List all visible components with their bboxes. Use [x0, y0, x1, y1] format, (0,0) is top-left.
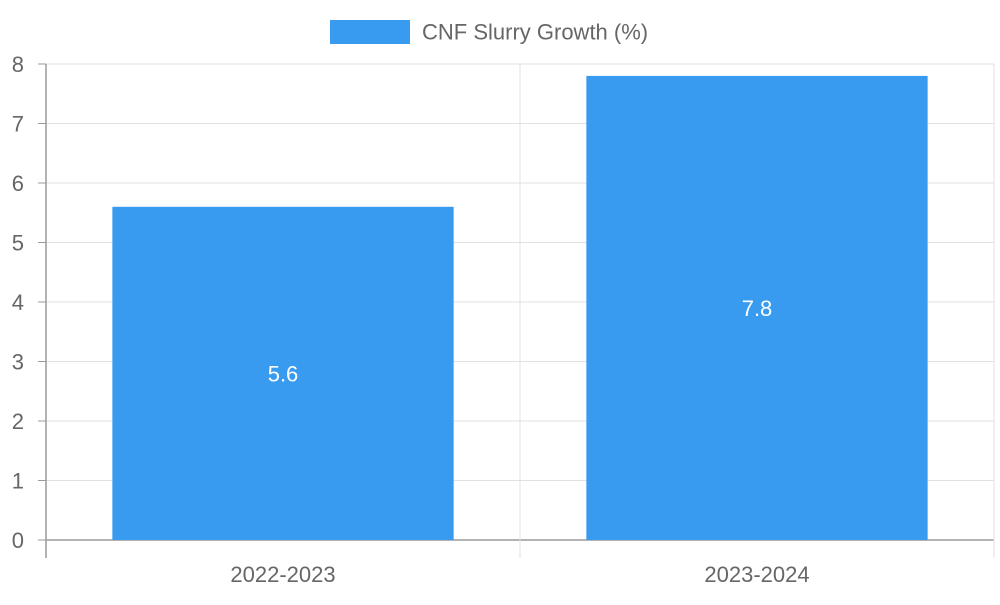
x-tick-label: 2022-2023 [230, 562, 335, 587]
bar-value-label: 7.8 [742, 296, 773, 321]
bar-2022-2023[interactable] [112, 206, 454, 541]
bar-value-label: 5.6 [268, 361, 299, 386]
legend-swatch[interactable] [330, 20, 410, 44]
y-tick-label: 5 [12, 231, 24, 256]
y-tick-label: 1 [12, 469, 24, 494]
y-tick-label: 4 [12, 290, 24, 315]
y-tick-label: 7 [12, 112, 24, 137]
y-tick-label: 8 [12, 52, 24, 77]
y-tick-label: 6 [12, 171, 24, 196]
y-tick-label: 3 [12, 350, 24, 375]
x-tick-label: 2023-2024 [704, 562, 809, 587]
y-tick-label: 2 [12, 409, 24, 434]
legend-label[interactable]: CNF Slurry Growth (%) [422, 20, 648, 45]
bar-2023-2024[interactable] [586, 75, 928, 541]
y-tick-label: 0 [12, 528, 24, 553]
axes: 0 1 2 3 4 5 6 7 8 2022-2023 2023-2024 [12, 52, 810, 587]
data-labels: 5.6 7.8 [268, 296, 773, 386]
bars [112, 75, 928, 541]
legend[interactable]: CNF Slurry Growth (%) [330, 20, 648, 45]
